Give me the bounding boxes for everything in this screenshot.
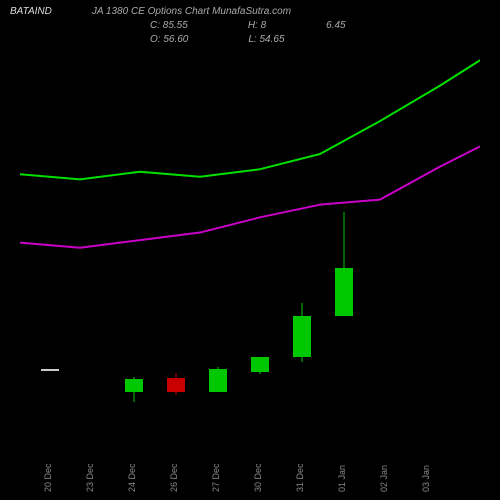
x-axis-label: 31 Dec <box>295 463 305 492</box>
x-axis-labels: 20 Dec 23 Dec 24 Dec 26 Dec 27 Dec 30 Dec 31 D… <box>20 432 480 492</box>
x-axis-label: 03 Jan <box>421 465 431 492</box>
candle <box>41 40 59 420</box>
extra-value: 6.45 <box>326 20 345 31</box>
candle <box>293 40 311 420</box>
candle-body <box>251 357 269 372</box>
candle-body <box>293 316 311 357</box>
indicator-lines <box>20 40 480 420</box>
candle <box>251 40 269 420</box>
plot-area <box>20 40 480 420</box>
candle-body <box>41 369 59 371</box>
x-axis-label: 26 Dec <box>169 463 179 492</box>
candle <box>167 40 185 420</box>
candle-body <box>125 379 143 392</box>
x-axis-label: 24 Dec <box>127 463 137 492</box>
high-value: H: 8 <box>248 20 266 31</box>
x-axis-label: 30 Dec <box>253 463 263 492</box>
chart-container: BATAIND JA 1380 CE Options Chart MunafaS… <box>0 0 500 500</box>
candle <box>335 40 353 420</box>
x-axis-label: 23 Dec <box>85 463 95 492</box>
candle-body <box>209 369 227 392</box>
close-value: C: 85.55 <box>150 20 188 31</box>
chart-header: BATAIND JA 1380 CE Options Chart MunafaS… <box>10 6 490 17</box>
candle <box>209 40 227 420</box>
candle-body <box>167 378 185 392</box>
x-axis-label: 01 Jan <box>337 465 347 492</box>
x-axis-label: 02 Jan <box>379 465 389 492</box>
chart-subtitle: JA 1380 CE Options Chart MunafaSutra.com <box>92 6 291 17</box>
ticker-symbol: BATAIND <box>10 6 52 17</box>
upper-band-line <box>20 60 480 179</box>
x-axis-label: 27 Dec <box>211 463 221 492</box>
ohlc-row-1: C: 85.55 H: 8 6.45 <box>150 20 490 31</box>
candle-body <box>335 268 353 316</box>
candle <box>125 40 143 420</box>
lower-band-line <box>20 146 480 247</box>
x-axis-label: 20 Dec <box>43 463 53 492</box>
